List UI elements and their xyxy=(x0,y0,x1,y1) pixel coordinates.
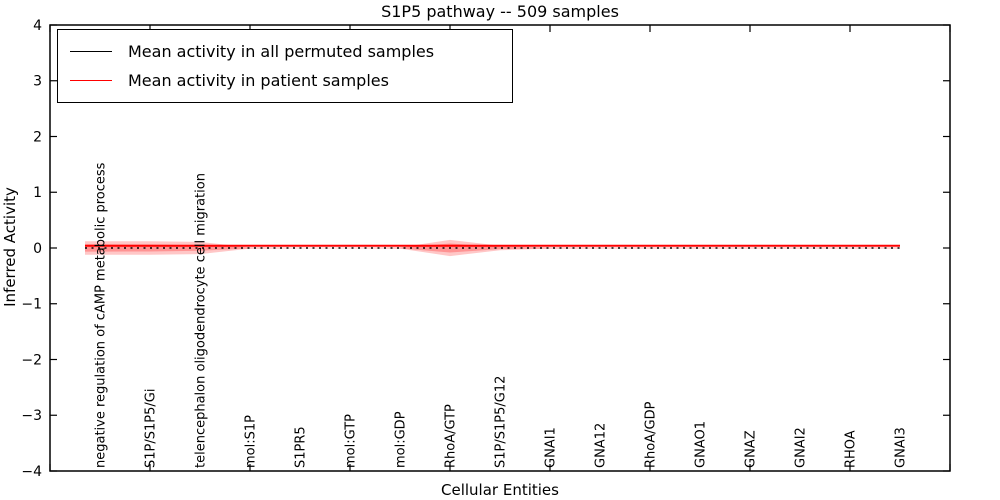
y-tick-label: 4 xyxy=(33,18,42,34)
y-tick-label: 0 xyxy=(33,241,42,257)
category-label: S1PR5 xyxy=(294,426,309,468)
category-label: GNAZ xyxy=(744,430,759,468)
category-label: S1P/S1P5/Gi xyxy=(144,389,159,468)
y-axis-label: Inferred Activity xyxy=(1,187,19,307)
chart-title: S1P5 pathway -- 509 samples xyxy=(381,2,619,21)
x-axis-label: Cellular Entities xyxy=(441,481,559,499)
distribution-band-outer xyxy=(85,239,900,257)
category-label: GNAI1 xyxy=(544,427,559,468)
category-label: mol:GTP xyxy=(344,414,359,468)
y-tick-label: 2 xyxy=(33,129,42,145)
category-label: GNAI2 xyxy=(794,427,809,468)
legend-label-patient: Mean activity in patient samples xyxy=(128,71,389,90)
category-label: mol:S1P xyxy=(244,415,259,468)
legend-entry-patient: Mean activity in patient samples xyxy=(70,66,502,95)
legend: Mean activity in all permuted samples Me… xyxy=(57,29,513,103)
y-tick-label: −1 xyxy=(21,297,42,313)
y-tick-label: −2 xyxy=(21,352,42,368)
category-label: telencephalon oligodendrocyte cell migra… xyxy=(194,173,209,468)
category-label: RHOA xyxy=(844,430,859,468)
y-tick-label: −3 xyxy=(21,408,42,424)
category-label: GNAI3 xyxy=(894,427,909,468)
category-label: RhoA/GDP xyxy=(644,401,659,468)
category-label: negative regulation of cAMP metabolic pr… xyxy=(94,162,109,468)
y-tick-label: −4 xyxy=(21,464,42,480)
distribution-band-inner xyxy=(85,243,900,253)
legend-entry-permuted: Mean activity in all permuted samples xyxy=(70,37,502,66)
legend-label-permuted: Mean activity in all permuted samples xyxy=(128,42,435,61)
y-tick-label: 1 xyxy=(33,185,42,201)
category-label: GNA12 xyxy=(594,423,609,468)
patient-line-swatch xyxy=(70,80,112,81)
permuted-line-swatch xyxy=(70,51,112,52)
category-label: mol:GDP xyxy=(394,411,409,468)
category-label: S1P/S1P5/G12 xyxy=(494,376,509,468)
category-label: GNAO1 xyxy=(694,421,709,468)
y-tick-label: 3 xyxy=(33,74,42,90)
category-label: RhoA/GTP xyxy=(444,404,459,468)
